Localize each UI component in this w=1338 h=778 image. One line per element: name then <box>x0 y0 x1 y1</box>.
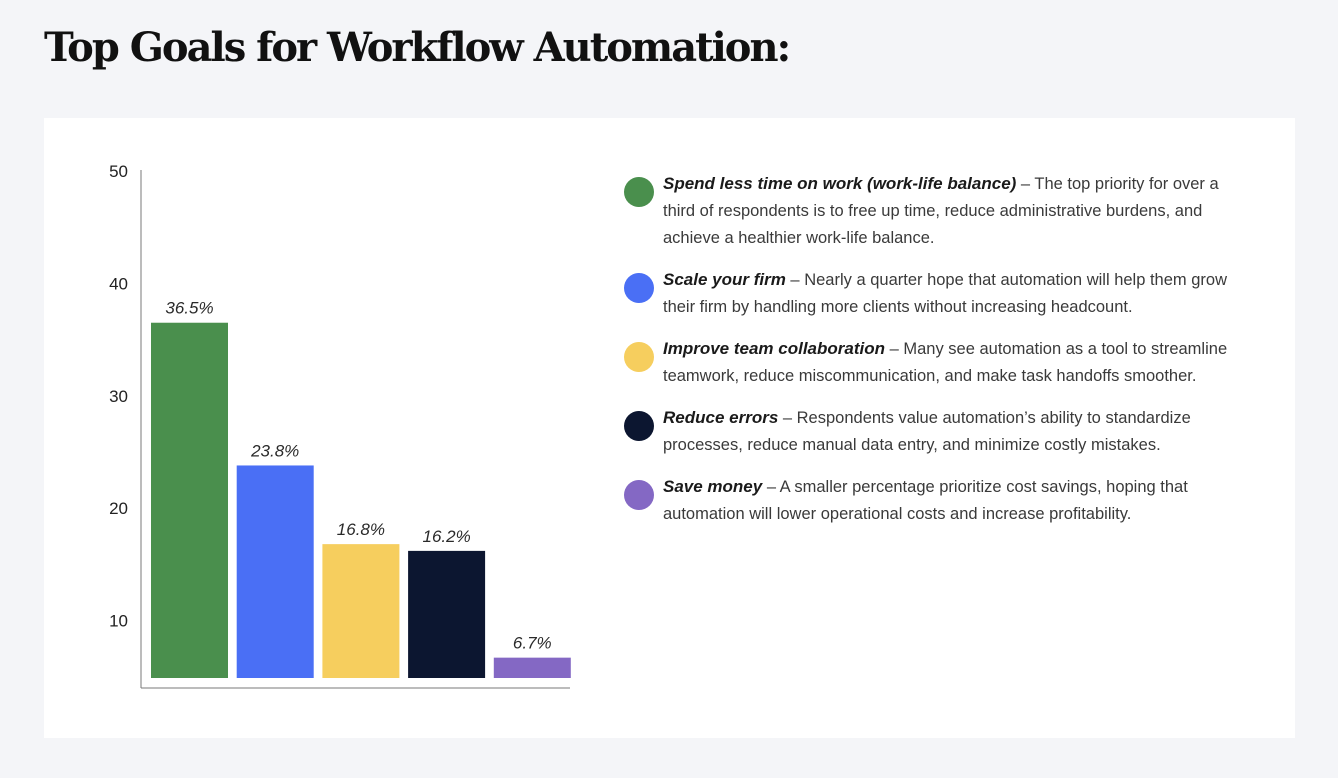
legend-term: Scale your firm <box>663 270 786 289</box>
legend-item: Spend less time on work (work-life balan… <box>624 170 1244 252</box>
legend-term: Spend less time on work (work-life balan… <box>663 174 1017 193</box>
bar <box>322 544 400 678</box>
legend-description: Nearly a quarter hope that automation wi… <box>663 271 1227 316</box>
legend-separator: – <box>762 478 780 496</box>
legend-dot <box>624 342 654 372</box>
y-tick-label: 30 <box>109 387 128 406</box>
legend-item: Scale your firm – Nearly a quarter hope … <box>624 266 1244 321</box>
y-tick-label: 20 <box>109 499 128 518</box>
bar <box>151 322 228 678</box>
legend-dot <box>624 411 654 441</box>
bar-chart-svg: 10 20 30 40 50 36.5% 23.8% 16.8% 16.2% 6.7% <box>109 162 571 689</box>
legend-dot <box>624 177 654 207</box>
bar-value-label: 16.8% <box>337 520 385 539</box>
y-tick-label: 50 <box>109 162 128 181</box>
legend-item: Reduce errors – Respondents value automa… <box>624 404 1244 459</box>
legend: Spend less time on work (work-life balan… <box>624 170 1244 542</box>
legend-term: Improve team collaboration <box>663 339 885 358</box>
legend-dot <box>624 273 654 303</box>
legend-term: Reduce errors <box>663 408 779 427</box>
bar-value-label: 23.8% <box>250 441 299 460</box>
legend-description: The top priority for over a third of res… <box>663 175 1219 247</box>
legend-separator: – <box>785 271 805 289</box>
page-title: Top Goals for Workflow Automation: <box>44 24 791 71</box>
legend-term: Save money <box>663 477 763 496</box>
bar <box>408 550 486 678</box>
legend-item: Improve team collaboration – Many see au… <box>624 335 1244 390</box>
chart-card: 10 20 30 40 50 36.5% 23.8% 16.8% 16.2% 6.7% Spend… <box>44 118 1295 738</box>
legend-description: Respondents value automation’s ability t… <box>663 409 1191 454</box>
y-tick-label: 40 <box>109 274 128 293</box>
bar <box>236 465 314 678</box>
legend-separator: – <box>885 340 904 358</box>
bar-value-label: 16.2% <box>422 527 470 546</box>
legend-dot <box>624 480 654 510</box>
legend-separator: – <box>778 409 797 427</box>
y-tick-label: 10 <box>109 612 128 631</box>
legend-separator: – <box>1016 175 1035 193</box>
bar <box>493 657 571 678</box>
legend-item: Save money – A smaller percentage priori… <box>624 473 1244 528</box>
bar-value-label: 36.5% <box>165 299 213 318</box>
legend-description: A smaller percentage prioritize cost sav… <box>663 478 1188 523</box>
bar-value-label: 6.7% <box>513 634 552 653</box>
bar-chart: 10 20 30 40 50 36.5% 23.8% 16.8% 16.2% 6.7% <box>44 118 604 738</box>
legend-description: Many see automation as a tool to streaml… <box>663 340 1228 385</box>
